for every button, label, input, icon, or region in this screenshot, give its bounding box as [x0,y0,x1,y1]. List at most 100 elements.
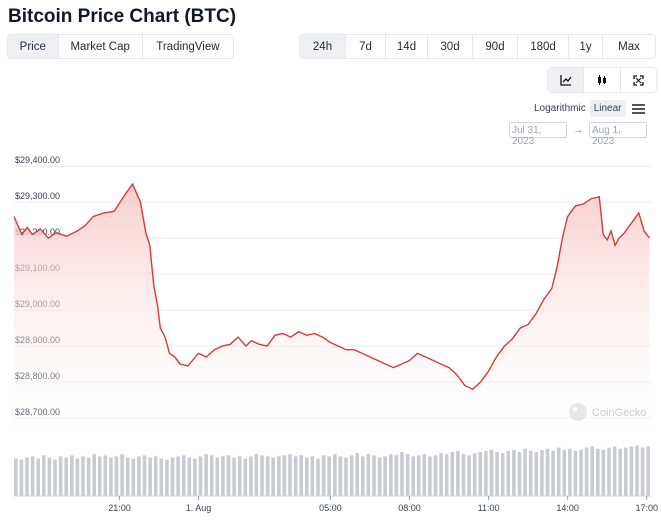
range-90d[interactable]: 90d [473,35,518,58]
range-180d[interactable]: 180d [518,35,569,58]
volume-bars [14,445,652,497]
volume-bar [131,458,136,496]
volume-bar [500,453,505,496]
volume-bar [601,449,606,496]
date-to-input[interactable]: Aug 1, 2023 [589,122,647,147]
volume-bar [92,454,96,496]
volume-bar [629,446,634,496]
date-range: Jul 31, 2023 → Aug 1, 2023 [509,122,647,147]
volume-bar [484,450,488,496]
volume-bar [209,455,214,496]
range-30d[interactable]: 30d [428,35,473,58]
volume-bar [361,456,365,496]
volume-bar [58,456,63,496]
volume-bar [36,458,40,496]
tab-price[interactable]: Price [8,35,59,58]
volume-bar [47,457,52,496]
price-chart: $29,400.00$29,300.00$29,200.00$29,100.00… [13,155,658,513]
x-tick-label: 14:00 [556,503,579,513]
x-tick-label: 05:00 [319,503,342,513]
volume-bar [366,454,371,496]
volume-bar [579,449,583,496]
tab-market-cap[interactable]: Market Cap [58,35,143,58]
y-tick-label: $29,300.00 [15,191,60,201]
volume-bar [607,447,611,496]
volume-bar [428,456,432,496]
volume-bar [523,448,527,496]
x-tick-label: 08:00 [398,503,421,513]
volume-bar [159,458,164,496]
menu-icon[interactable] [631,103,645,114]
chart-tools [547,67,657,93]
x-tick-label: 1. Aug [186,503,212,513]
volume-bar [635,445,639,496]
price-line [13,182,650,391]
range-max[interactable]: Max [603,35,655,58]
scale-toggle: Logarithmic Linear [530,100,645,117]
volume-bar [299,455,303,496]
range-1y[interactable]: 1y [569,35,603,58]
volume-bar [596,448,600,496]
volume-bar [400,452,404,496]
range-7d[interactable]: 7d [346,35,386,58]
volume-bar [584,447,589,496]
volume-bar [277,456,281,496]
tab-tradingview[interactable]: TradingView [142,35,233,58]
range-24h[interactable]: 24h [300,35,346,58]
volume-bar [86,457,91,496]
range-14d[interactable]: 14d [386,35,428,58]
volume-bar [478,452,483,496]
volume-bar [109,457,113,496]
volume-bar [551,450,555,496]
coingecko-logo-icon [569,403,587,421]
volume-bar [562,449,567,496]
candlestick-icon [597,75,606,85]
line-chart-button[interactable] [548,68,585,92]
volume-bar [540,449,544,496]
page-title: Bitcoin Price Chart (BTC) [8,6,237,27]
candlestick-button[interactable] [584,68,621,92]
volume-bar [377,457,382,496]
volume-bar [293,456,298,496]
volume-bar [148,457,152,496]
volume-bar [646,446,650,496]
volume-bar [321,455,326,496]
watermark-text: CoinGecko [592,407,646,419]
volume-bar [226,455,231,496]
volume-bar [333,454,337,496]
volume-bar [249,456,253,496]
volume-bar [344,457,348,496]
volume-bar [243,458,248,496]
volume-bar [193,458,197,496]
coingecko-watermark: CoinGecko [569,403,646,421]
date-from-input[interactable]: Jul 31, 2023 [509,122,567,147]
volume-bar [612,446,617,496]
volume-bar [472,453,477,496]
volume-bar [237,456,242,496]
linear-option[interactable]: Linear [589,100,626,117]
volume-bar [405,454,410,496]
volume-bar [64,457,68,496]
volume-bar [506,450,511,496]
volume-bar [204,454,208,496]
volume-bar [618,448,622,496]
fullscreen-button[interactable] [620,68,656,92]
volume-bar [433,455,438,496]
volume-bar [265,456,270,496]
volume-bar [165,459,169,496]
volume-bar [53,459,57,496]
volume-bar [114,456,119,496]
volume-bar [310,456,315,496]
volume-bar [215,457,220,496]
volume-bar [25,457,29,496]
volume-bar [450,452,455,496]
volume-bar [534,452,539,496]
volume-bar [305,457,309,496]
time-range-tabs: 24h 7d 14d 30d 90d 180d 1y Max [299,34,656,59]
volume-bar [349,455,354,496]
volume-bar [568,448,572,496]
volume-bar [120,454,124,496]
volume-bar [30,456,35,496]
volume-bar [137,456,141,496]
logarithmic-option[interactable]: Logarithmic [534,103,586,114]
